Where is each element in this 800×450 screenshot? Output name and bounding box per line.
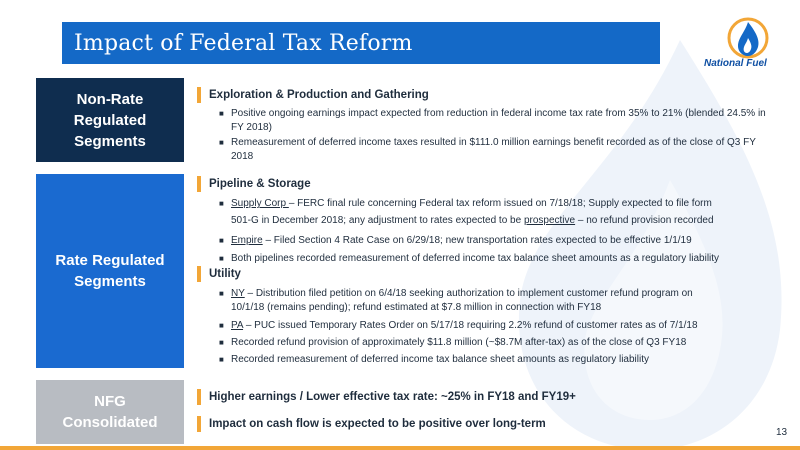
page-title: Impact of Federal Tax Reform bbox=[74, 31, 413, 56]
bullet-text: 10/1/18 (remains pending); refund estima… bbox=[231, 302, 602, 313]
box-line: Segments bbox=[74, 273, 146, 290]
consolidated-line-1: Higher earnings / Lower effective tax ra… bbox=[209, 391, 576, 403]
bullet-icon: ■ bbox=[219, 254, 224, 263]
utility-bullet-3: ■ Recorded refund provision of approxima… bbox=[219, 336, 771, 350]
bullet-icon: ■ bbox=[219, 199, 224, 208]
bullet-text: Positive ongoing earnings impact expecte… bbox=[231, 108, 766, 133]
title-bar: Impact of Federal Tax Reform bbox=[62, 22, 660, 64]
utility-bullet-1-cont: 10/1/18 (remains pending); refund estima… bbox=[231, 301, 771, 315]
box-line: Regulated bbox=[73, 111, 147, 129]
bullet-icon: ■ bbox=[219, 338, 224, 347]
section-accent bbox=[197, 416, 201, 432]
box-line: Non-Rate bbox=[76, 90, 144, 108]
utility-bullet-4: ■ Recorded remeasurement of deferred inc… bbox=[219, 353, 771, 367]
bullet-text: – no refund provision recorded bbox=[575, 215, 714, 226]
exploration-bullet-1: ■ Positive ongoing earnings impact expec… bbox=[219, 107, 771, 134]
flame-watermark bbox=[518, 40, 782, 450]
bullet-text: – Distribution filed petition on 6/4/18 … bbox=[244, 288, 693, 299]
bullet-text: Recorded remeasurement of deferred incom… bbox=[231, 354, 649, 365]
bullet-text: – PUC issued Temporary Rates Order on 5/… bbox=[243, 320, 698, 331]
utility-bullet-2: ■ PA – PUC issued Temporary Rates Order … bbox=[219, 319, 771, 333]
pipeline-heading: Pipeline & Storage bbox=[209, 178, 311, 190]
logo-text: National Fuel bbox=[704, 58, 767, 69]
bullet-text: – FERC final rule concerning Federal tax… bbox=[288, 198, 712, 209]
exploration-bullet-2: ■ Remeasurement of deferred income taxes… bbox=[219, 136, 771, 163]
bullet-text: Both pipelines recorded remeasurement of… bbox=[231, 253, 720, 264]
consolidated-line-2: Impact on cash flow is expected to be po… bbox=[209, 418, 546, 430]
page-number: 13 bbox=[776, 427, 788, 438]
pipeline-bullet-1: ■ Supply Corp – FERC final rule concerni… bbox=[219, 197, 771, 211]
utility-bullet-1: ■ NY – Distribution filed petition on 6/… bbox=[219, 287, 771, 301]
top-stripe bbox=[0, 0, 800, 14]
bullet-text: Remeasurement of deferred income taxes r… bbox=[231, 137, 756, 162]
bullet-icon: ■ bbox=[219, 236, 224, 245]
box-line: NFG bbox=[94, 393, 126, 410]
pa-link[interactable]: PA bbox=[231, 320, 244, 331]
box-line: Consolidated bbox=[62, 414, 158, 431]
pipeline-bullet-2: ■ Empire – Filed Section 4 Rate Case on … bbox=[219, 234, 771, 248]
supply-corp-link[interactable]: Supply Corp bbox=[231, 198, 289, 209]
empire-link[interactable]: Empire bbox=[231, 235, 263, 246]
bullet-icon: ■ bbox=[219, 355, 224, 364]
section-accent bbox=[197, 266, 201, 282]
section-accent bbox=[197, 389, 201, 405]
non-rate-regulated-box: Non-Rate Regulated Segments bbox=[36, 78, 184, 162]
section-accent bbox=[197, 87, 201, 103]
pipeline-bullet-1-cont: 501-G in December 2018; any adjustment t… bbox=[231, 214, 771, 228]
bullet-text: 501-G in December 2018; any adjustment t… bbox=[231, 215, 524, 226]
bullet-icon: ■ bbox=[219, 321, 224, 330]
exploration-heading: Exploration & Production and Gathering bbox=[209, 89, 429, 101]
bullet-icon: ■ bbox=[219, 109, 224, 118]
bullet-text: Recorded refund provision of approximate… bbox=[231, 337, 687, 348]
bullet-text: – Filed Section 4 Rate Case on 6/29/18; … bbox=[262, 235, 692, 246]
bottom-accent-bar bbox=[0, 446, 800, 450]
section-accent bbox=[197, 176, 201, 192]
utility-heading: Utility bbox=[209, 268, 241, 280]
national-fuel-logo-icon bbox=[727, 17, 769, 59]
pipeline-bullet-3: ■ Both pipelines recorded remeasurement … bbox=[219, 252, 771, 266]
rate-regulated-box: Rate Regulated Segments bbox=[36, 174, 184, 368]
bullet-icon: ■ bbox=[219, 138, 224, 147]
box-line: Segments bbox=[74, 132, 146, 150]
box-line: Rate Regulated bbox=[55, 252, 165, 269]
nfg-consolidated-box: NFG Consolidated bbox=[36, 380, 184, 444]
prospective-link[interactable]: prospective bbox=[523, 215, 576, 226]
bullet-icon: ■ bbox=[219, 289, 224, 298]
ny-link[interactable]: NY bbox=[231, 288, 245, 299]
